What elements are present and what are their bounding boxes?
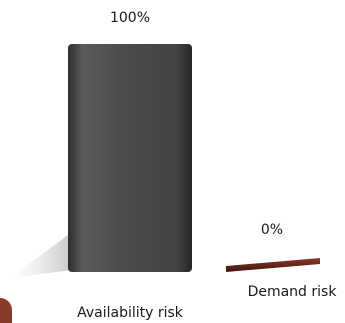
bar-0 bbox=[68, 44, 192, 272]
category-label-0: Availability risk bbox=[77, 305, 184, 321]
category-label-1: Demand risk bbox=[248, 284, 338, 300]
data-label-1: 0% bbox=[261, 222, 283, 238]
bar-shadow bbox=[10, 232, 72, 278]
corner-decoration bbox=[0, 298, 12, 323]
bar-1 bbox=[226, 258, 320, 272]
data-label-0: 100% bbox=[110, 10, 150, 26]
